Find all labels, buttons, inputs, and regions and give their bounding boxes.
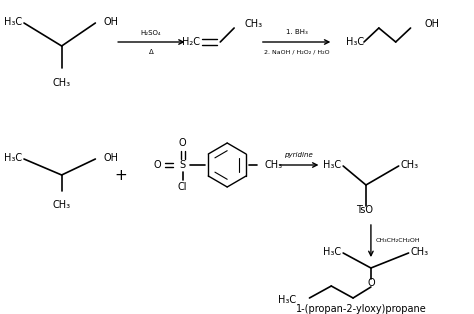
Text: CH₃: CH₃: [265, 160, 283, 170]
Text: 1-(propan-2-yloxy)propane: 1-(propan-2-yloxy)propane: [296, 304, 427, 314]
Text: pyridine: pyridine: [284, 152, 313, 158]
Text: H₃C: H₃C: [4, 17, 22, 27]
Text: +: +: [115, 167, 128, 182]
Text: Cl: Cl: [178, 182, 187, 192]
Text: OH: OH: [103, 17, 118, 27]
Text: 1. BH₃: 1. BH₃: [286, 29, 308, 35]
Text: O: O: [154, 160, 162, 170]
Text: H₂C: H₂C: [182, 37, 201, 47]
Text: O: O: [179, 138, 186, 148]
Text: CH₃: CH₃: [244, 19, 262, 29]
Text: OH: OH: [103, 153, 118, 163]
Text: H₃C: H₃C: [278, 295, 297, 305]
Text: 2. NaOH / H₂O₂ / H₂O: 2. NaOH / H₂O₂ / H₂O: [264, 50, 329, 55]
Text: O: O: [367, 278, 375, 288]
Text: CH₃: CH₃: [401, 160, 419, 170]
Text: H₃C: H₃C: [323, 160, 341, 170]
Text: H₃C: H₃C: [323, 247, 341, 257]
Text: H₂SO₄: H₂SO₄: [141, 30, 161, 36]
Text: CH₃CH₂CH₂OH: CH₃CH₂CH₂OH: [376, 237, 420, 242]
Text: S: S: [180, 160, 186, 170]
Text: H₃C: H₃C: [4, 153, 22, 163]
Text: H₃C: H₃C: [346, 37, 364, 47]
Text: Δ: Δ: [148, 49, 153, 55]
Text: CH₃: CH₃: [53, 200, 71, 210]
Text: OH: OH: [424, 19, 439, 29]
Text: CH₃: CH₃: [53, 78, 71, 88]
Text: CH₃: CH₃: [410, 247, 428, 257]
Text: TsO: TsO: [356, 205, 373, 215]
